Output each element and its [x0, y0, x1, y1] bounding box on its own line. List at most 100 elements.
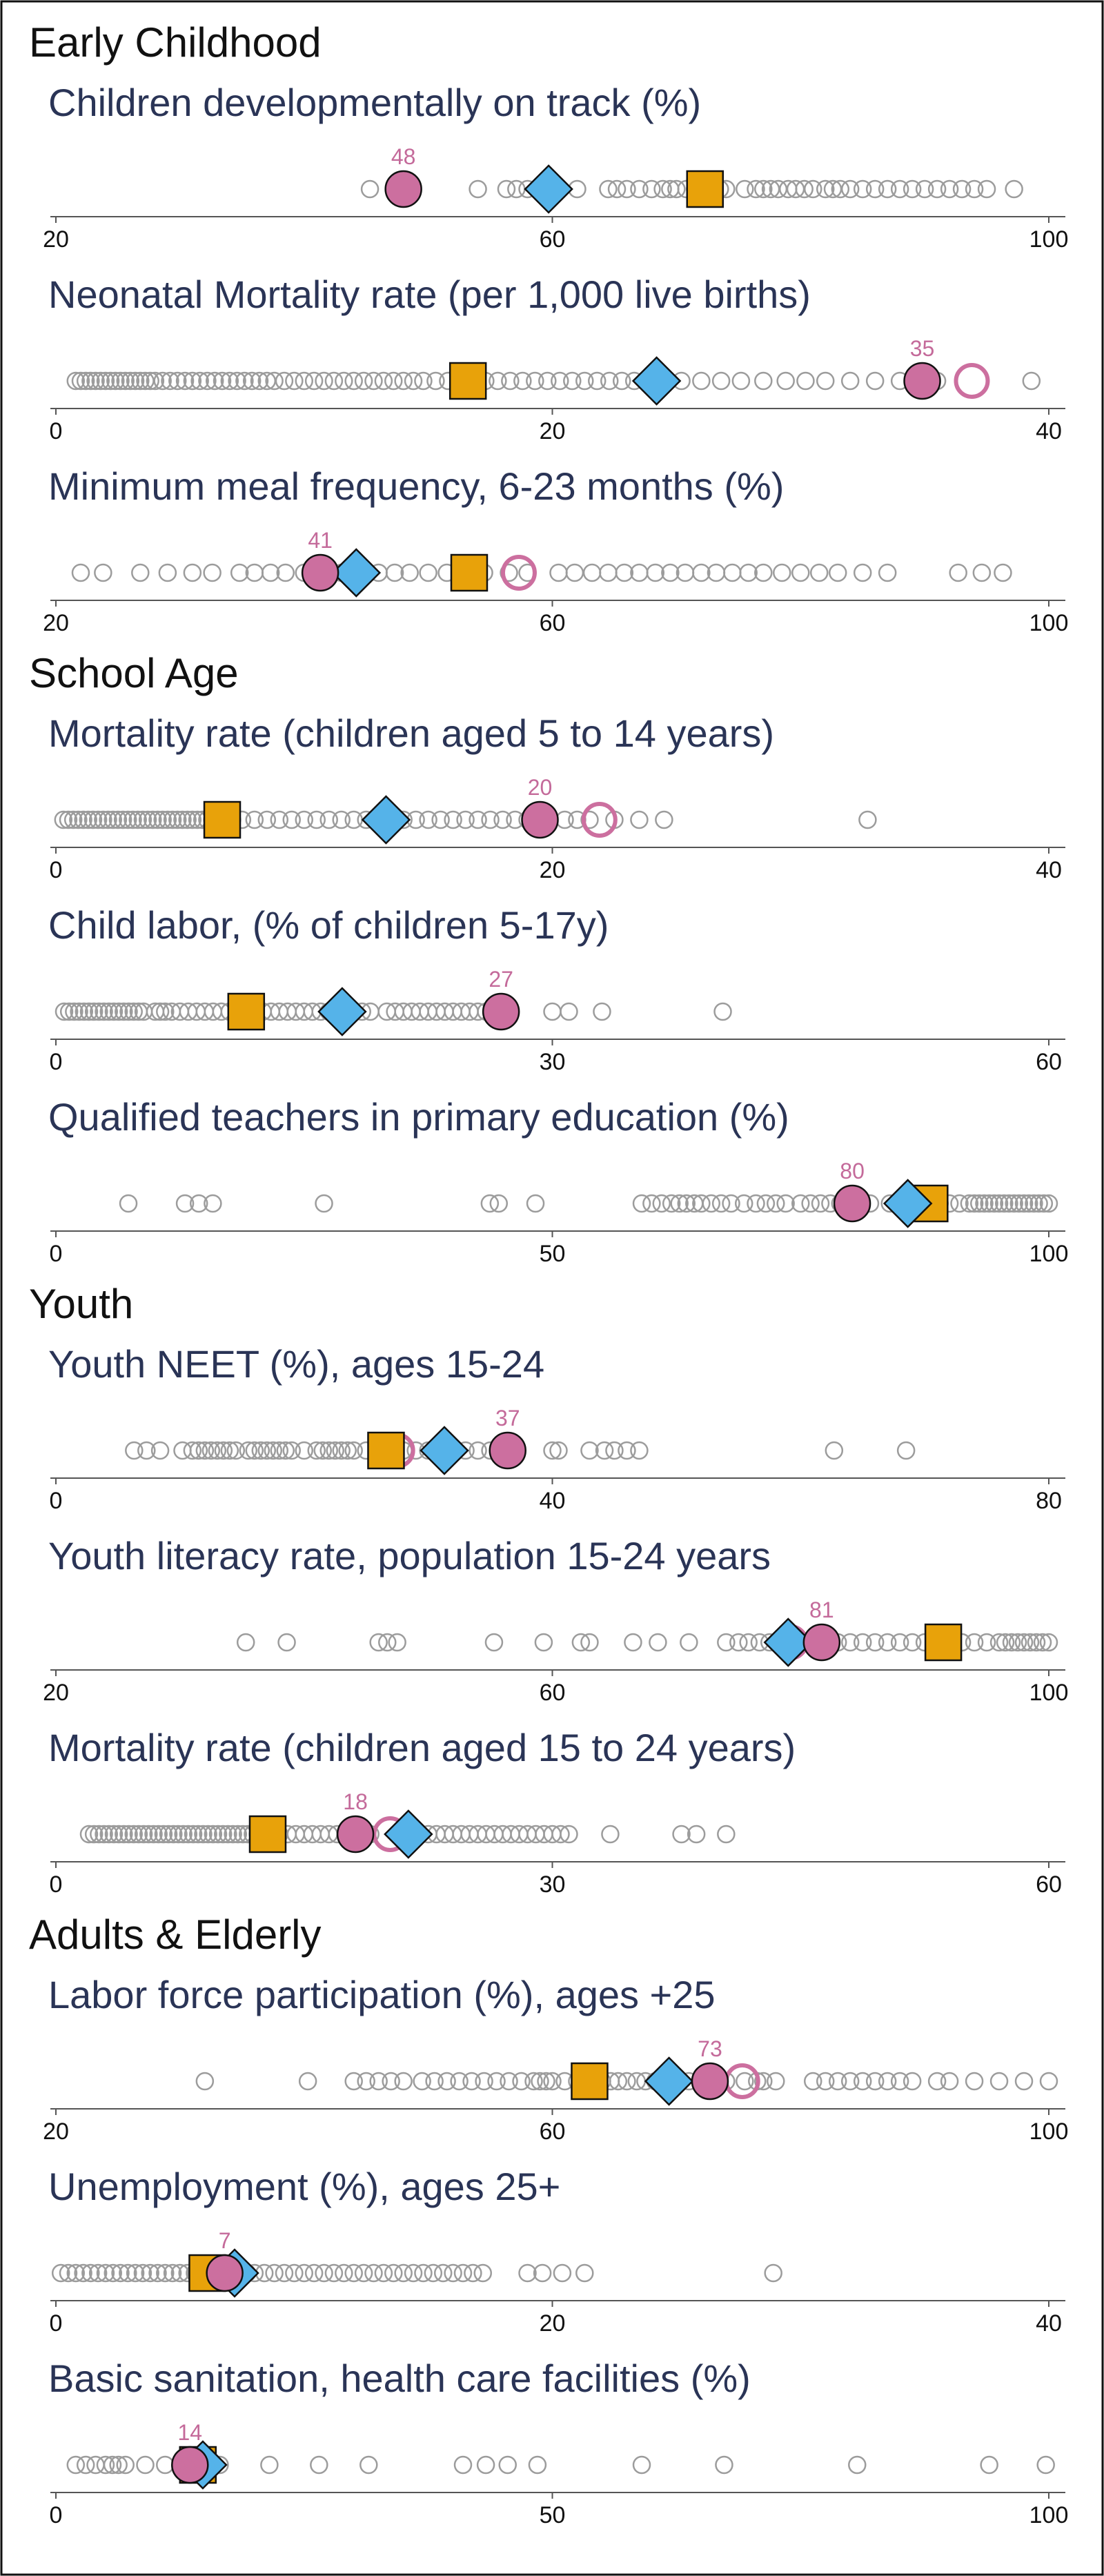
- other-point: [146, 371, 165, 391]
- other-point: [453, 2263, 473, 2283]
- other-point: [245, 1441, 264, 1460]
- other-point: [424, 2263, 443, 2283]
- other-point: [236, 1633, 255, 1652]
- other-point: [853, 563, 872, 582]
- panel: Qualified teachers in primary education …: [48, 1095, 1068, 1267]
- other-point: [275, 371, 294, 391]
- other-point: [713, 1002, 732, 1021]
- other-point: [313, 1441, 332, 1460]
- other-point: [115, 1825, 133, 1844]
- other-point: [199, 1825, 217, 1844]
- other-point: [618, 1441, 636, 1460]
- other-point: [242, 371, 262, 391]
- other-point: [326, 1441, 344, 1460]
- other-point: [245, 810, 264, 829]
- other-point: [715, 2455, 733, 2475]
- other-point: [158, 563, 177, 582]
- other-point: [126, 371, 145, 391]
- other-point: [183, 1441, 202, 1460]
- other-point: [736, 2072, 754, 2091]
- other-point: [595, 1441, 614, 1460]
- other-point: [512, 2072, 531, 2091]
- other-point: [228, 371, 246, 391]
- other-point: [840, 371, 860, 391]
- other-point: [257, 810, 277, 829]
- highlight-label: 37: [495, 1406, 520, 1430]
- other-point: [128, 810, 147, 829]
- other-point: [1000, 1194, 1018, 1213]
- other-point: [526, 371, 544, 391]
- other-point: [754, 563, 773, 582]
- other-point: [702, 1194, 720, 1213]
- other-point: [890, 2072, 909, 2091]
- other-point: [754, 2072, 773, 2091]
- other-point: [96, 371, 115, 391]
- other-point: [528, 2455, 547, 2475]
- x-tick-label: 20: [43, 610, 69, 636]
- other-point: [980, 2455, 998, 2475]
- other-point: [950, 1194, 969, 1213]
- other-point: [469, 179, 487, 199]
- other-point: [618, 2072, 636, 2091]
- panel-title: Youth NEET (%), ages 15-24: [48, 1342, 544, 1386]
- other-point: [1033, 1633, 1052, 1652]
- other-point: [615, 563, 634, 582]
- other-point: [124, 810, 142, 829]
- other-point: [161, 371, 179, 391]
- other-point: [796, 371, 815, 391]
- other-point: [194, 1825, 213, 1844]
- highlight-point: [206, 2254, 244, 2292]
- other-point: [865, 2072, 885, 2091]
- other-point: [965, 2072, 984, 2091]
- square-marker: [367, 1431, 405, 1470]
- other-point: [265, 2263, 284, 2283]
- other-point: [989, 2072, 1009, 2091]
- other-point: [104, 1002, 124, 1021]
- other-point: [335, 371, 353, 391]
- other-point: [853, 179, 872, 199]
- other-point: [119, 1002, 138, 1021]
- other-point: [95, 1825, 113, 1844]
- square-marker: [686, 170, 724, 208]
- other-point: [183, 810, 202, 829]
- other-point: [612, 371, 631, 391]
- chart-layer: Early Childhood Children developmentally …: [29, 19, 1068, 2528]
- other-point: [450, 2072, 469, 2091]
- other-point: [179, 1825, 198, 1844]
- other-point: [394, 371, 413, 391]
- other-point: [88, 810, 108, 829]
- other-point: [580, 1441, 599, 1460]
- other-point: [500, 563, 518, 582]
- other-point: [338, 1441, 357, 1460]
- other-point: [168, 810, 187, 829]
- other-point: [498, 2455, 517, 2475]
- other-point: [213, 1825, 233, 1844]
- other-point: [553, 2263, 572, 2283]
- other-point: [670, 1194, 689, 1213]
- other-point: [51, 2263, 70, 2283]
- x-tick-label: 50: [540, 1241, 566, 1267]
- other-point: [853, 2072, 872, 2091]
- other-point: [150, 1441, 170, 1460]
- panel-title: Mortality rate (children aged 15 to 24 y…: [48, 1726, 796, 1769]
- x-tick-label: 50: [540, 2502, 566, 2528]
- other-point: [754, 371, 773, 391]
- other-point: [717, 1633, 736, 1652]
- other-point: [444, 810, 462, 829]
- other-point: [994, 563, 1012, 582]
- highlight-point: [482, 992, 520, 1031]
- other-point: [655, 810, 673, 829]
- other-point: [489, 1194, 509, 1213]
- other-point: [513, 371, 532, 391]
- other-point: [315, 1194, 333, 1213]
- other-point: [374, 2263, 393, 2283]
- diamond-marker: [331, 548, 382, 598]
- other-point: [54, 810, 73, 829]
- x-tick-label: 0: [50, 418, 63, 444]
- other-point: [831, 179, 850, 199]
- other-point: [848, 2455, 867, 2475]
- other-point: [295, 371, 313, 391]
- other-point: [952, 179, 972, 199]
